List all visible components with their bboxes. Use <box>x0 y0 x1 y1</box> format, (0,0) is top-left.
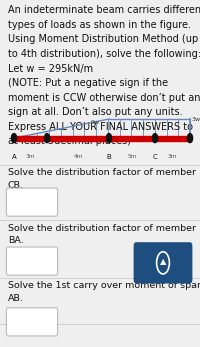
FancyBboxPatch shape <box>6 308 58 336</box>
Text: types of loads as shown in the figure.: types of loads as shown in the figure. <box>8 20 191 30</box>
Circle shape <box>152 134 158 143</box>
Text: A: A <box>12 154 16 160</box>
Text: (NOTE: Put a negative sign if the: (NOTE: Put a negative sign if the <box>8 78 168 88</box>
Text: B: B <box>107 154 111 160</box>
Bar <box>14 136 190 141</box>
Text: 3m: 3m <box>26 154 35 159</box>
Text: sign at all. Don’t also put any units.: sign at all. Don’t also put any units. <box>8 107 183 117</box>
Text: C: C <box>153 154 157 160</box>
Text: ▲: ▲ <box>160 257 166 266</box>
Text: Solve the distribution factor of member
BA.: Solve the distribution factor of member … <box>8 224 196 245</box>
Text: An indeterminate beam carries different: An indeterminate beam carries different <box>8 5 200 15</box>
Circle shape <box>11 134 17 143</box>
Text: Solve the 1st carry over moment of span
AB.: Solve the 1st carry over moment of span … <box>8 281 200 303</box>
Circle shape <box>187 134 193 143</box>
Text: 4m: 4m <box>73 154 83 159</box>
Text: Let w = 295kN/m: Let w = 295kN/m <box>8 64 93 74</box>
Text: Using Moment Distribution Method (up: Using Moment Distribution Method (up <box>8 34 198 44</box>
Text: 5m: 5m <box>127 154 137 159</box>
Text: Express ALL YOUR FINAL ANSWERS to: Express ALL YOUR FINAL ANSWERS to <box>8 122 193 132</box>
Circle shape <box>106 134 112 143</box>
Text: 9w: 9w <box>90 120 100 125</box>
FancyBboxPatch shape <box>6 188 58 216</box>
Text: to 4th distribution), solve the following:: to 4th distribution), solve the followin… <box>8 49 200 59</box>
Circle shape <box>44 134 50 143</box>
Text: 3w: 3w <box>192 117 200 121</box>
Text: moment is CCW otherwise don’t put any: moment is CCW otherwise don’t put any <box>8 93 200 103</box>
Text: at least 5decimal places): at least 5decimal places) <box>8 136 131 146</box>
FancyBboxPatch shape <box>134 242 192 283</box>
FancyBboxPatch shape <box>6 247 58 275</box>
Text: 3m: 3m <box>168 154 177 159</box>
Text: Solve the distribution factor of member
CB.: Solve the distribution factor of member … <box>8 168 196 190</box>
